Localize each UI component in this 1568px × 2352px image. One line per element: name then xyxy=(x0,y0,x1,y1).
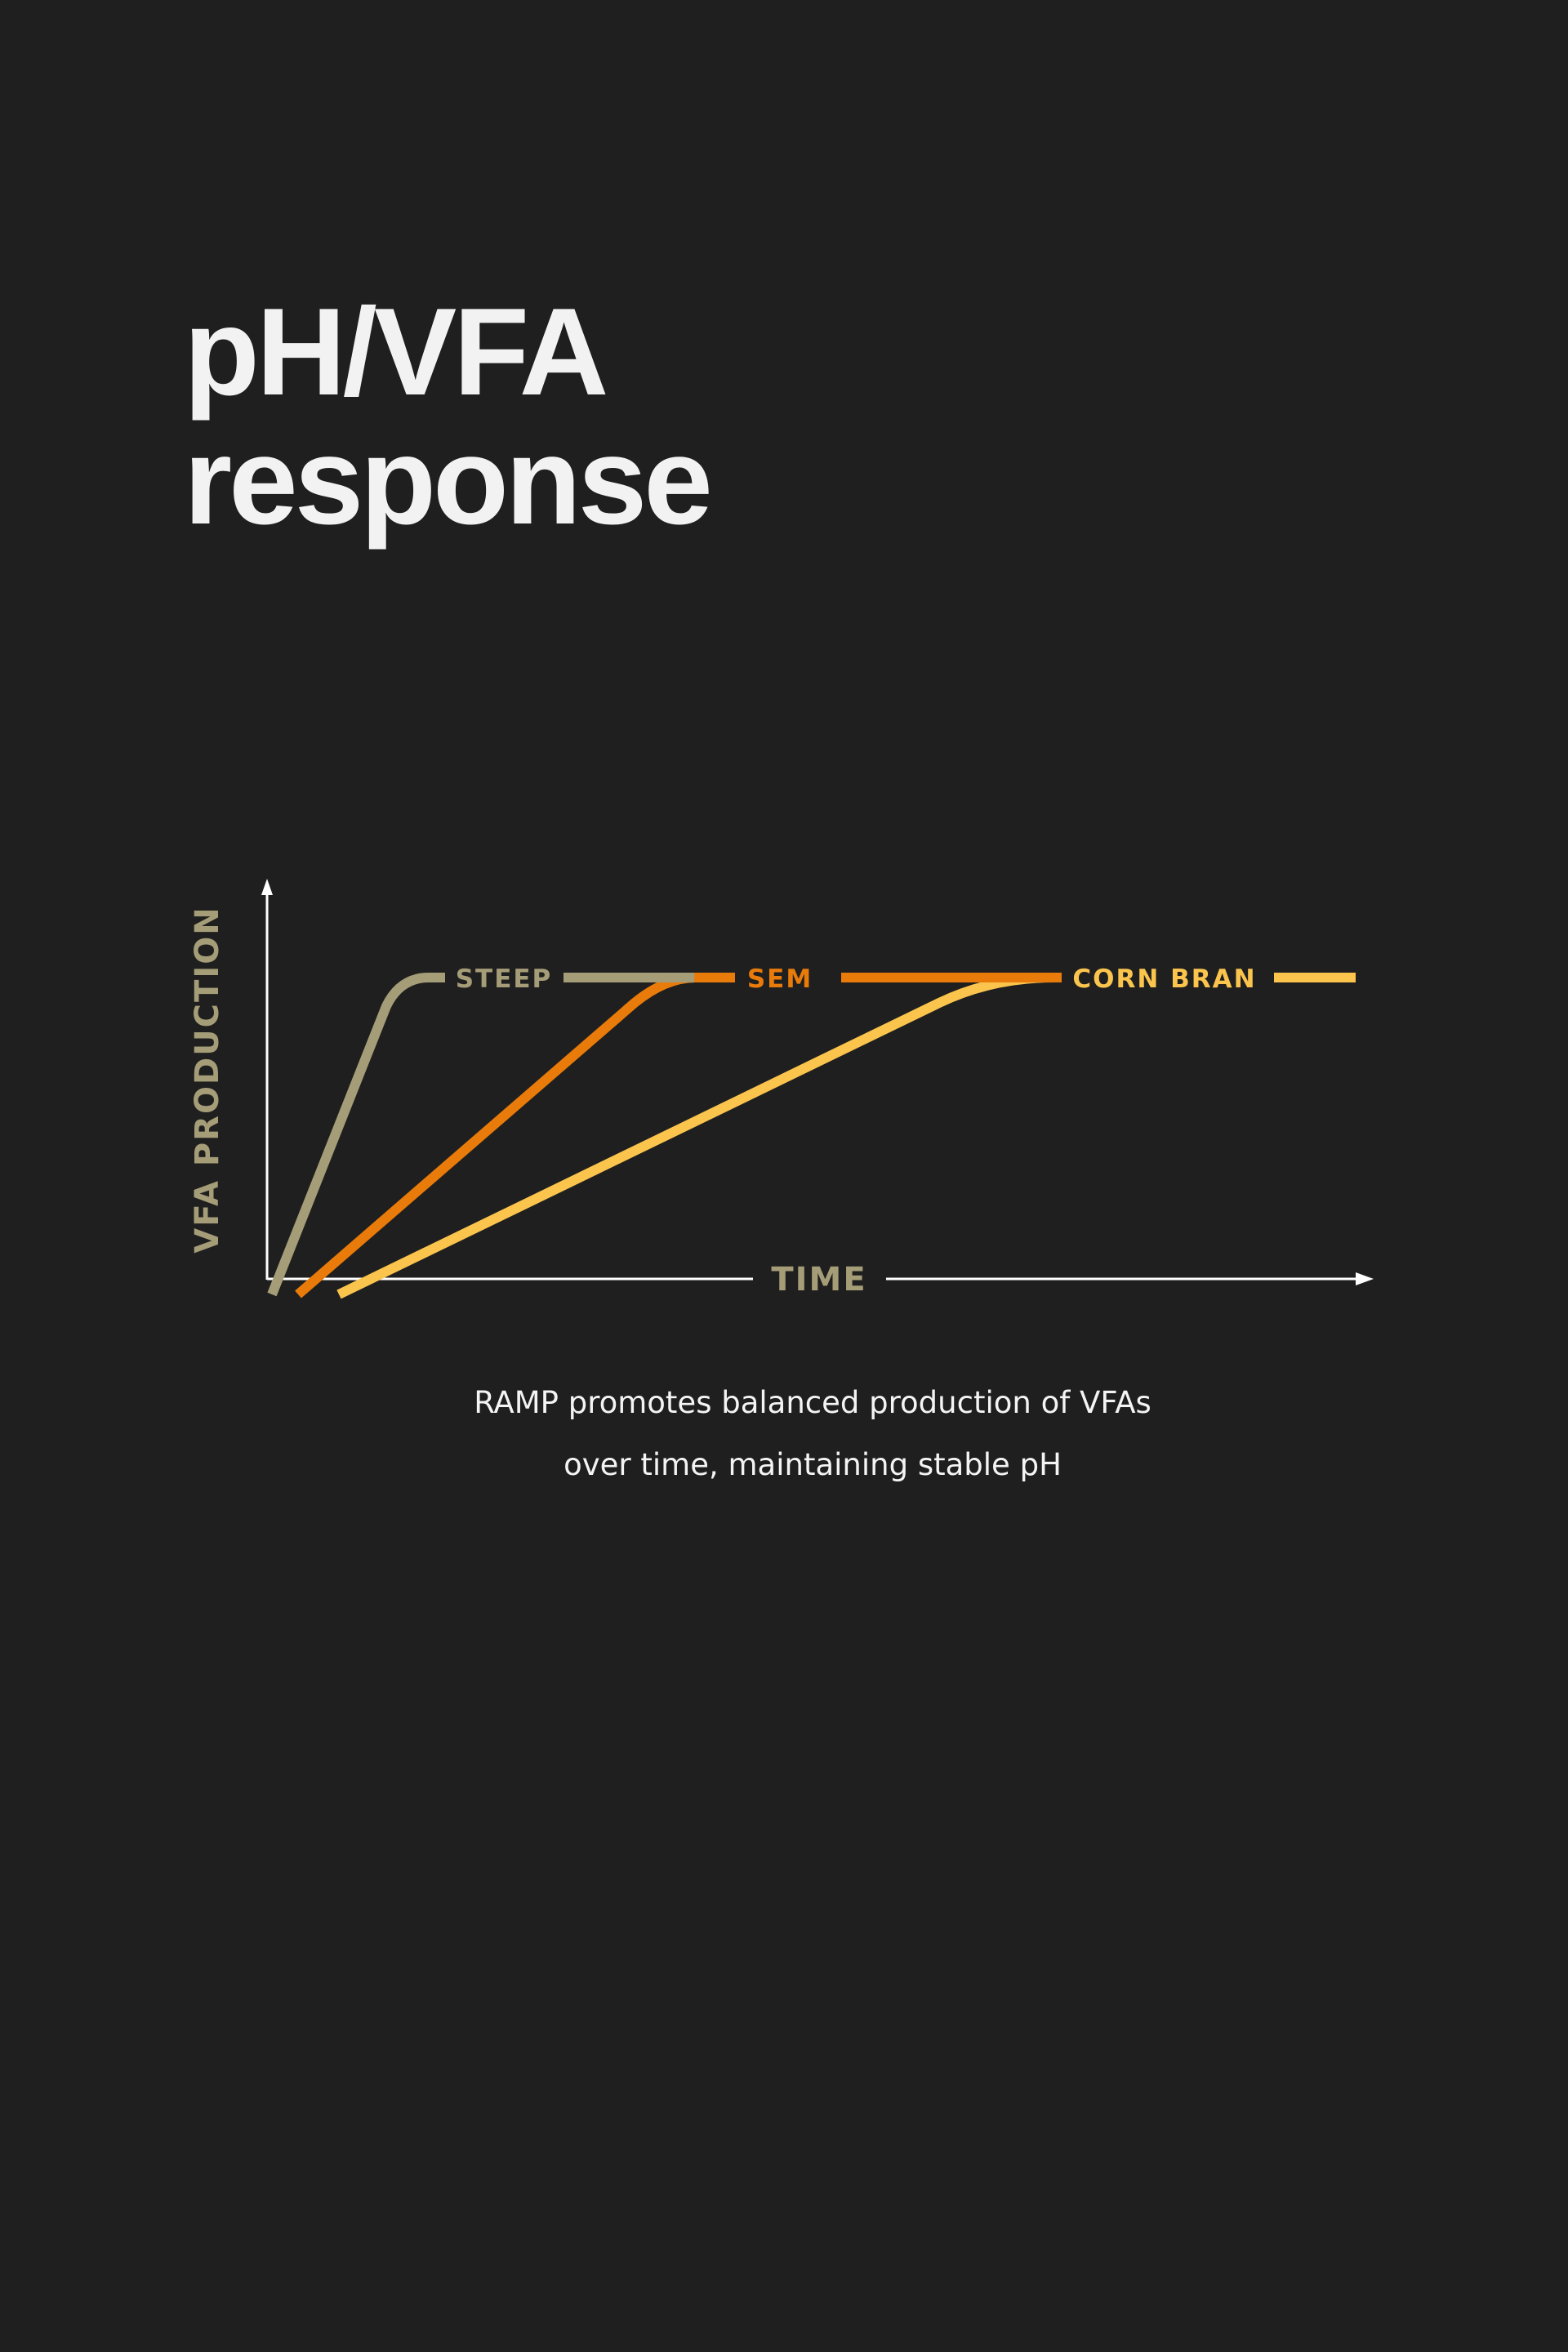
series-line-steep xyxy=(267,973,694,1297)
y-axis-label: VFA PRODUCTION xyxy=(189,906,226,1253)
chart-caption: RAMP promotes balanced production of VFA… xyxy=(0,1372,1568,1496)
y-axis-arrow xyxy=(261,879,273,895)
x-axis-arrow xyxy=(1356,1272,1374,1285)
series-line-corn-bran xyxy=(336,973,1356,1299)
title-line-2: response xyxy=(184,412,713,550)
series-label-sem: SEM xyxy=(747,964,813,994)
series-label-corn-bran: CORN BRAN xyxy=(1072,964,1256,994)
series-line-sem xyxy=(295,973,1062,1298)
title-line-1: pH/VFA xyxy=(184,283,608,421)
series-label-steep: STEEP xyxy=(456,964,553,994)
caption-line-2: over time, maintaining stable pH xyxy=(564,1447,1062,1482)
page-title: pH/VFA response xyxy=(184,283,713,550)
vfa-production-chart: TIME VFA PRODUCTION STEEP SEM CORN BRAN xyxy=(189,879,1374,1299)
caption-line-1: RAMP promotes balanced production of VFA… xyxy=(474,1385,1152,1420)
x-axis-label: TIME xyxy=(771,1261,866,1298)
